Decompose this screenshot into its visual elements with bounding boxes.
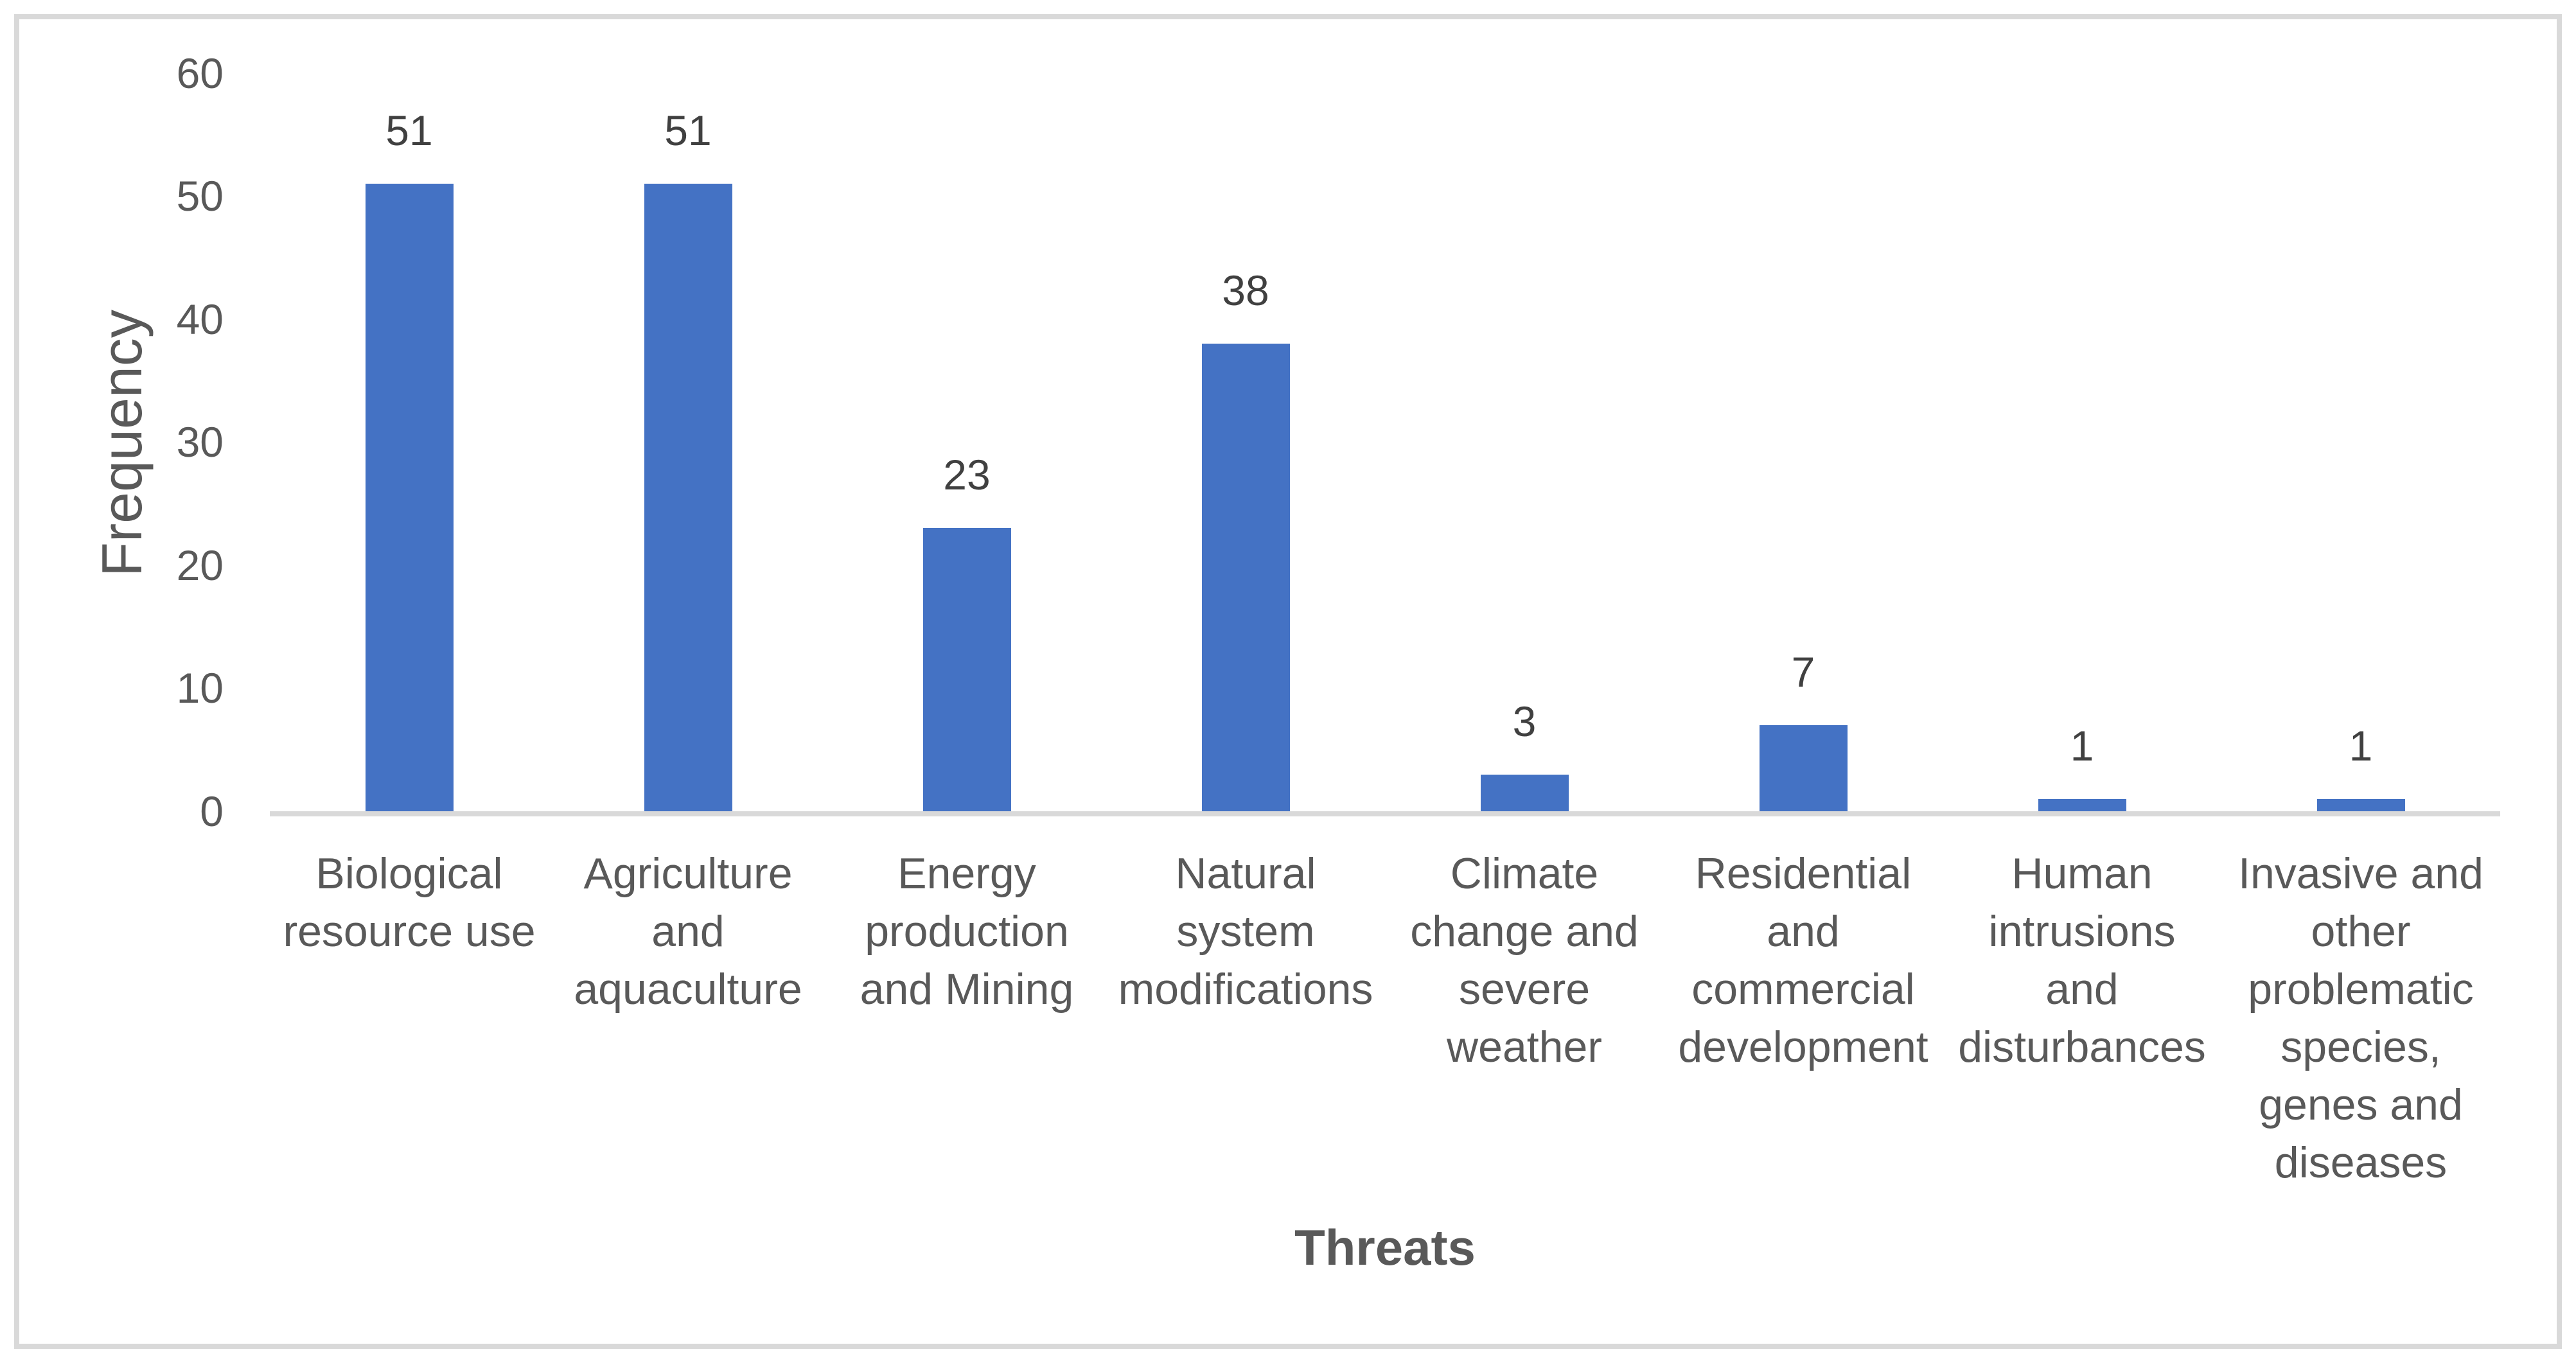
bar-chart-figure: Frequency 0 10 20 30 40 50 60 51 51 23 38 3 7 1 1 Bio… [14, 14, 2562, 1349]
x-axis-title: Threats [1294, 1219, 1476, 1276]
category-label: Climate change and severe weather [1410, 849, 1639, 1071]
bar [1759, 725, 1848, 811]
bar [2038, 799, 2126, 811]
y-tick-label: 30 [176, 418, 224, 466]
bar-value-label: 7 [1791, 648, 1815, 696]
bar-value-label: 51 [385, 107, 433, 154]
bar [922, 528, 1011, 811]
category-label: Agriculture and aquaculture [574, 849, 802, 1014]
y-tick-label: 10 [176, 664, 224, 712]
bar-value-label: 23 [943, 451, 991, 498]
category-label: Human intrusions and disturbances [1958, 849, 2206, 1071]
x-axis-line [270, 811, 2500, 816]
category-label: Invasive and other problematic species, … [2238, 849, 2483, 1187]
bar-value-label: 3 [1512, 698, 1537, 745]
category-label: Biological resource use [283, 849, 536, 956]
bar [1201, 344, 1290, 811]
y-tick-label: 50 [176, 172, 224, 220]
bar-value-label: 51 [664, 107, 712, 154]
bar [1480, 775, 1569, 811]
y-tick-label: 0 [200, 787, 224, 835]
y-tick-label: 20 [176, 541, 224, 589]
y-tick-label: 40 [176, 295, 224, 343]
bar-value-label: 1 [2070, 722, 2094, 769]
bar [644, 184, 732, 811]
bar-value-label: 1 [2349, 722, 2373, 769]
category-label: Energy production and Mining [860, 849, 1074, 1014]
bar-value-label: 38 [1222, 267, 1269, 314]
bar [2316, 799, 2405, 811]
y-tick-label: 60 [176, 49, 224, 97]
category-label: Natural system modifications [1118, 849, 1373, 1014]
category-label: Residential and commercial development [1678, 849, 1928, 1071]
bar [365, 184, 454, 811]
